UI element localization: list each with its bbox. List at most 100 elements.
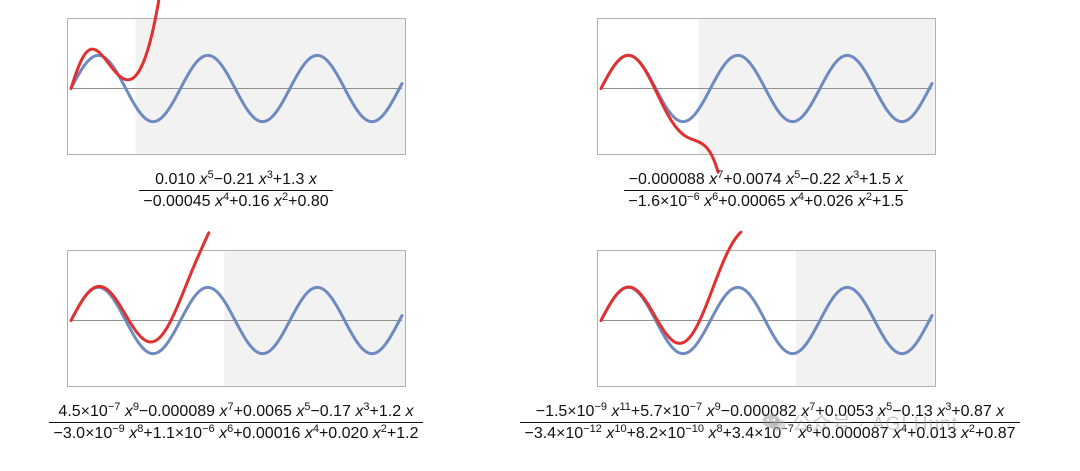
formula-4-denominator-var: x [606,425,615,442]
formula-1-denominator: −0.00045 x4+0.16 x2+0.80 [139,191,332,211]
formula-3-denominator-var: x [372,425,381,442]
formula-3-denominator-var: x [304,425,313,442]
formula-2-denominator-term: +0.00065 [718,193,790,210]
plot-frame [67,250,406,387]
sine-series-line [69,285,404,356]
approximant-series-line [599,230,743,345]
formula-4-numerator-var: x [706,403,715,420]
formula-1-numerator-term: −0.21 [213,171,259,188]
formula-3-numerator-var: x [405,403,414,420]
formula-4-denominator-exponent: 6 [806,423,813,435]
formula-3-numerator-term: −0.000089 [138,403,220,420]
formula-4-numerator: −1.5×10−9 x11+5.7×10−7 x9−0.000082 x7+0.… [520,401,1020,423]
formula-3-numerator: 4.5×10−7 x9−0.000089 x7+0.0065 x5−0.17 x… [49,401,423,423]
formula-4-numerator-var: x [878,403,887,420]
formula-3-denominator-term: −3.0×10 [53,425,113,442]
formula-1-denominator-var: x [274,193,283,210]
formula-2-denominator-exponent: 4 [797,191,805,203]
approximant-series-line [599,53,720,174]
formula-4-denominator-var: x [798,425,807,442]
formula-4-denominator-var: x [892,425,901,442]
chart-plot-1 [67,0,406,155]
formula-4-numerator-var: x [611,403,620,420]
formula-4-denominator-term: +0.000087 [812,425,893,442]
formula-4-denominator-term: +0.013 [907,425,961,442]
chart-panel-4 [597,230,936,387]
formula-2-denominator-exponent: −6 [687,191,700,203]
sine-series-line [69,53,404,124]
formula-3-denominator-var: x [129,425,138,442]
formula-4-numerator-term: −0.000082 [720,403,802,420]
formula-1-numerator-var: x [308,171,317,188]
formula-4-denominator-exponent: −10 [685,423,704,435]
formula-4-denominator-exponent: 8 [716,423,723,435]
formula-4-numerator-exponent: 11 [619,401,631,413]
formula-1-denominator-term: +0.80 [288,193,329,210]
chart-panel-2 [597,18,936,174]
chart-panel-3 [67,231,406,387]
formula-3-numerator-var: x [124,403,133,420]
formula-1-numerator-term: 0.010 [155,171,200,188]
formula-3-numerator-exponent: −7 [107,401,121,413]
formula-1-denominator-term: −0.00045 [143,193,215,210]
formula-2-denominator-var: x [857,193,866,210]
formula-2-numerator-var: x [709,171,718,188]
formula-1: 0.010 x5−0.21 x3+1.3 x −0.00045 x4+0.16 x… [86,170,386,211]
plot-frame [597,250,936,387]
formula-1-numerator-var: x [199,171,208,188]
formula-3-denominator-exponent: −9 [112,423,125,435]
formula-4-denominator-exponent: 4 [900,423,908,435]
formula-1-denominator-var: x [214,193,223,210]
formula-3-numerator-term: 4.5×10 [58,403,108,420]
formula-2-denominator-var: x [704,193,713,210]
formula-3-denominator-exponent: 8 [137,423,144,435]
watermark-text: 公众号 · AGI Hunt [792,414,959,435]
formula-1-numerator-exponent: 3 [266,169,273,181]
plot-frame [597,18,936,155]
formula-4-numerator-term: −0.13 [892,403,938,420]
formula-4-numerator-term: +0.0053 [815,403,879,420]
formula-2-denominator-exponent: 6 [712,191,719,203]
formula-2-numerator-term: −0.22 [800,171,846,188]
formula-3-numerator-exponent: 9 [132,401,139,413]
formula-4-numerator-exponent: −9 [594,401,607,413]
formula-4-denominator-term: +0.87 [975,425,1016,442]
formula-2-denominator-term: +1.5 [871,193,904,210]
formula-3-denominator: −3.0×10−9 x8+1.1×10−6 x6+0.00016 x4+0.02… [49,423,422,443]
formula-3-denominator-var: x [219,425,228,442]
formula-2-denominator: −1.6×10−6 x6+0.00065 x4+0.026 x2+1.5 [624,191,907,211]
formula-4-numerator-term: +0.87 [951,403,997,420]
formula-4-denominator-exponent: 10 [614,423,627,435]
formula-2-numerator-var: x [845,171,854,188]
formula-3-denominator-term: +1.2 [386,425,419,442]
formula-3-denominator-term: +0.020 [318,425,373,442]
formula-4-numerator-term: +5.7×10 [630,403,690,420]
formula-3-numerator-exponent: 3 [363,401,370,413]
extrapolation-region [698,18,936,155]
formula-2-denominator-var: x [789,193,798,210]
chart-plot-4 [597,230,936,387]
formula-4-numerator-exponent: 5 [886,401,893,413]
formula-4-denominator: −3.4×10−12 x10+8.2×10−10 x8+3.4×10−7 x6+… [520,423,1019,443]
formula-2-denominator-exponent: 2 [865,191,872,203]
formula-2-numerator-var: x [895,171,904,188]
formula-4-denominator-exponent: −7 [781,423,794,435]
extrapolation-region [135,18,406,155]
formula-4-numerator-exponent: 3 [945,401,952,413]
formula-1-numerator-exponent: 5 [207,169,214,181]
formula-3-numerator-term: −0.17 [310,403,356,420]
formula-3-denominator-exponent: −6 [202,423,215,435]
formula-1-numerator-term: +1.3 [272,171,309,188]
formula-1-denominator-term: +0.16 [229,193,275,210]
formula-4-denominator-var: x [708,425,717,442]
formula-4-denominator-term: +8.2×10 [626,425,686,442]
formula-1-numerator-var: x [258,171,267,188]
formula-4-denominator-exponent: −12 [583,423,602,435]
formula-3-numerator-var: x [296,403,305,420]
chart-plot-3 [67,231,406,387]
approximant-series-line [69,231,211,344]
formula-4-denominator-term: −3.4×10 [524,425,584,442]
formula-3-numerator-var: x [355,403,364,420]
formula-3-denominator-exponent: 2 [380,423,387,435]
formula-2-numerator-exponent: 3 [853,169,860,181]
